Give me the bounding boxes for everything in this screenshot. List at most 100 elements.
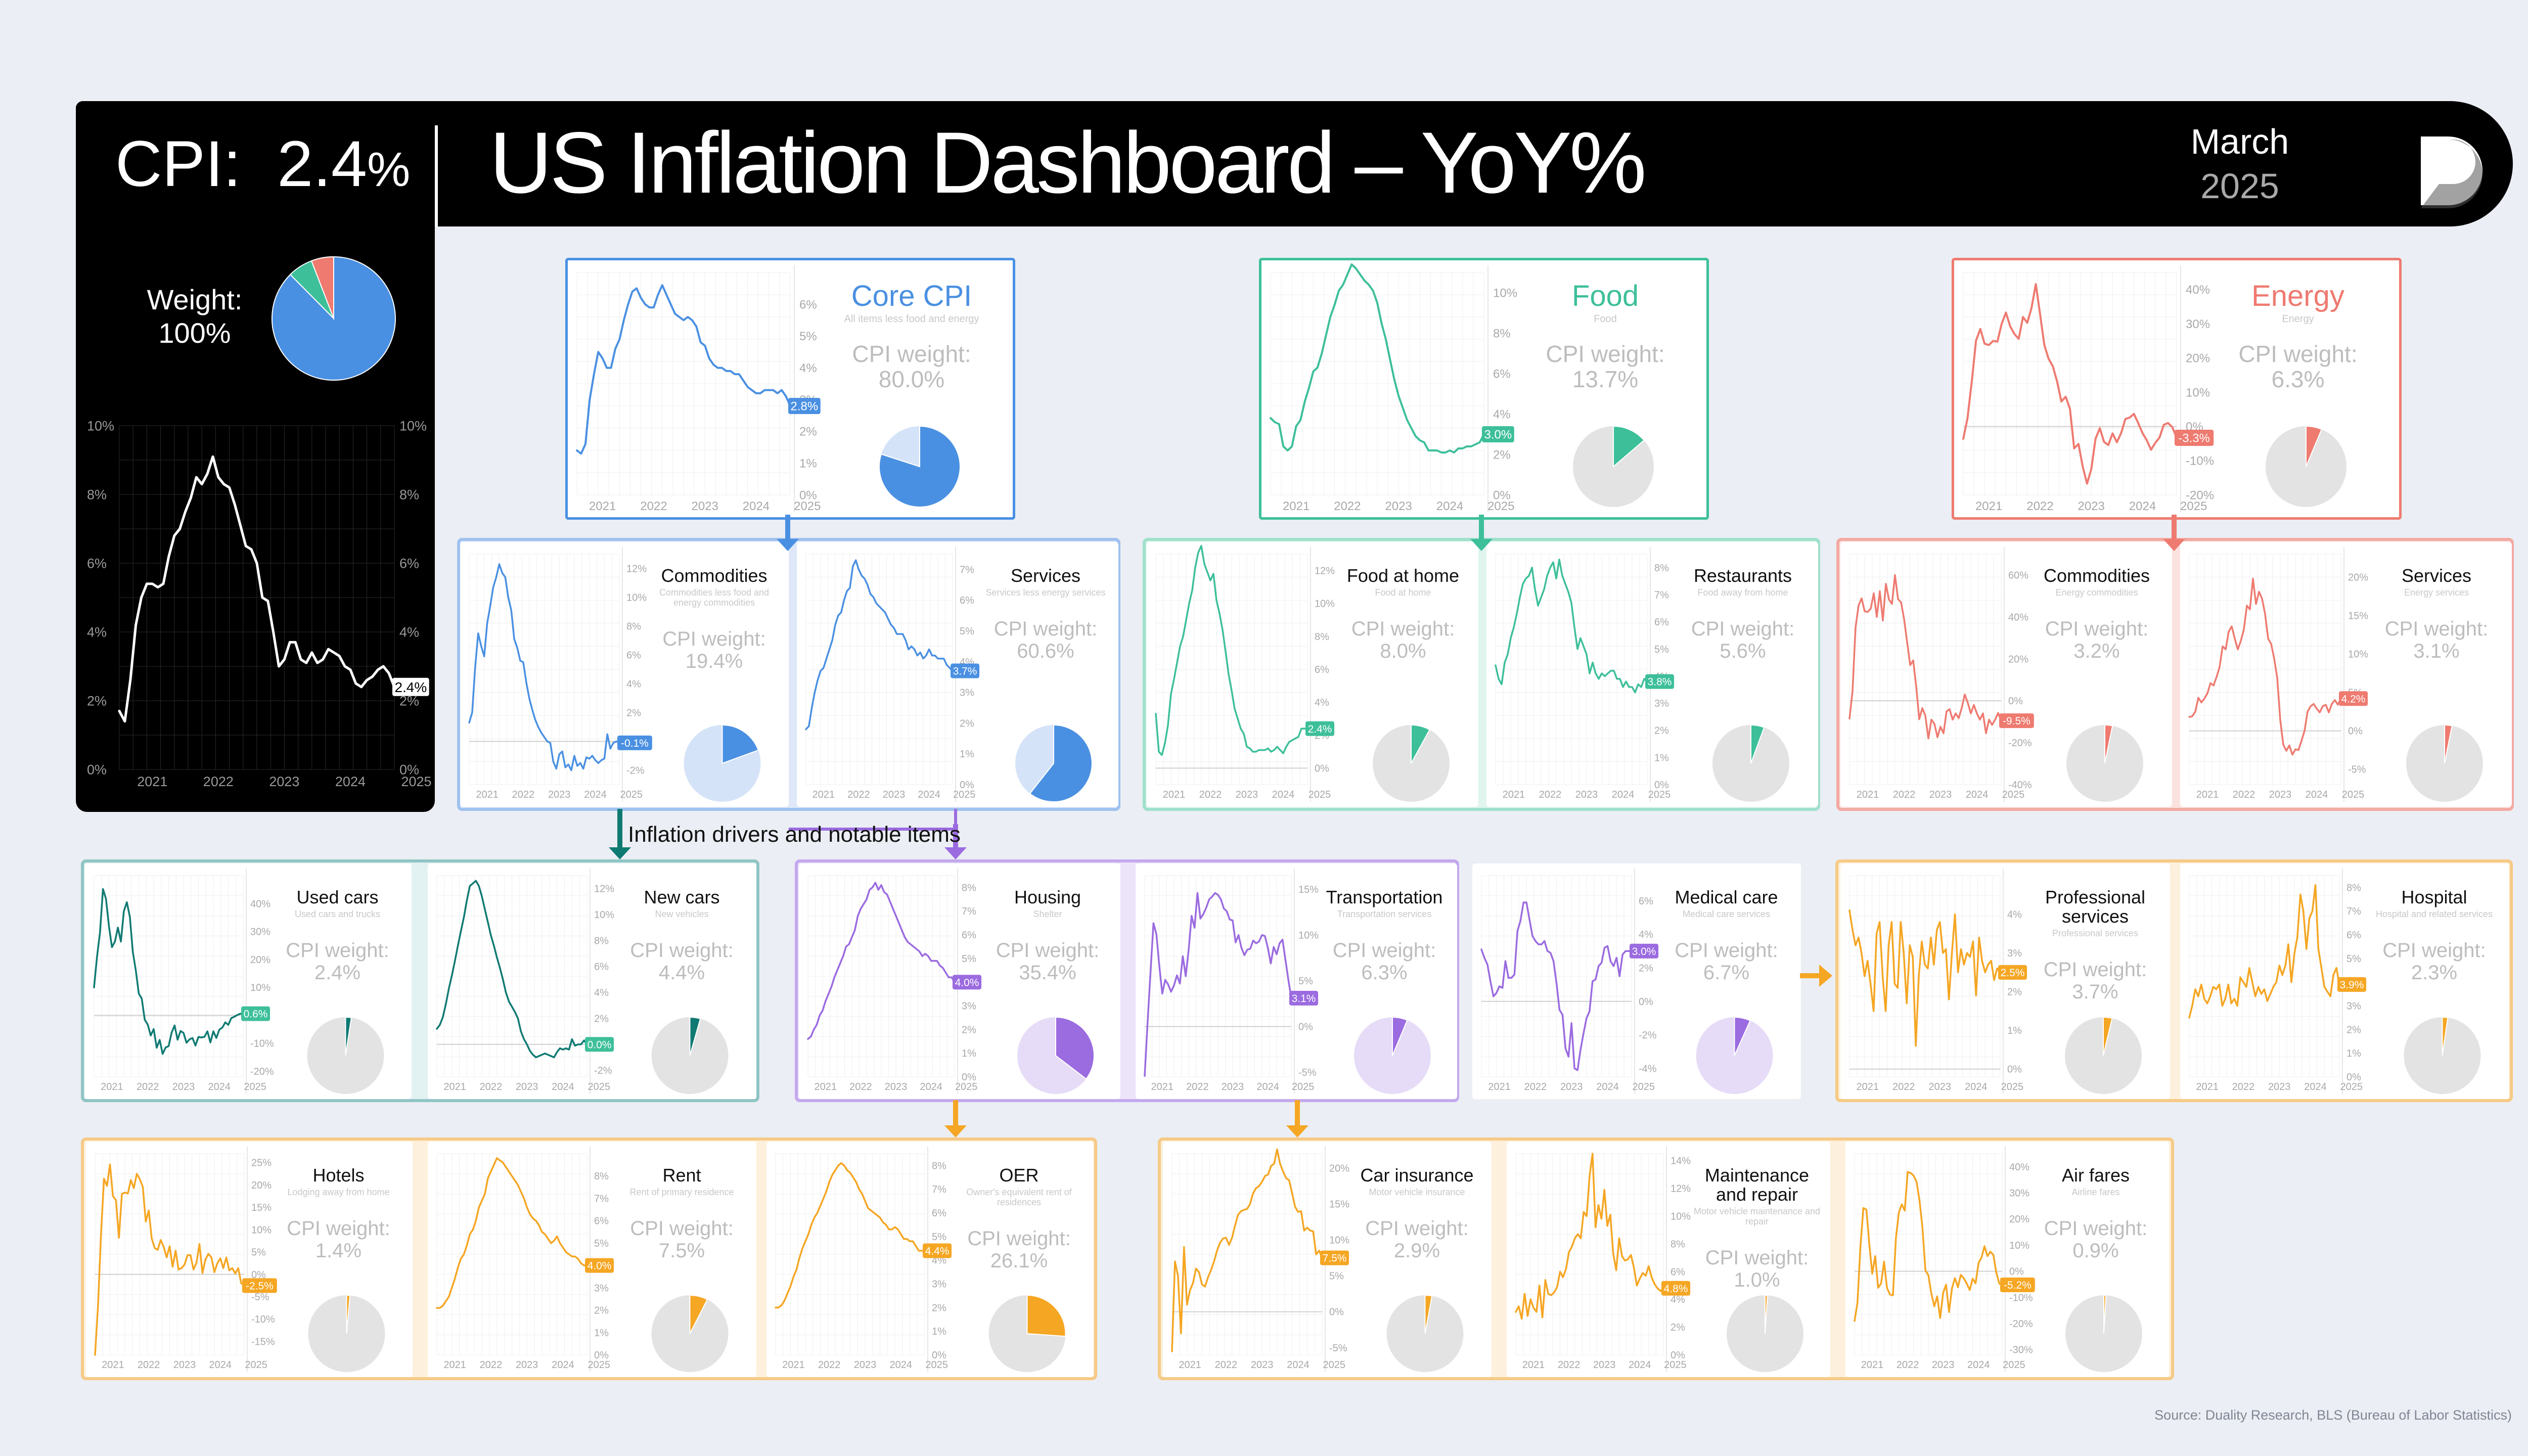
air-fares-22-series-line <box>1854 1171 2003 1322</box>
oer-19-pie-slice <box>1026 1294 1066 1337</box>
energy-3-labels: Energy Energy CPI weight: 6.3% <box>2202 281 2394 392</box>
food-2-x-tick: 2022 <box>1334 499 1361 513</box>
core-cpi-1-weight-label: CPI weight: <box>852 341 971 367</box>
professional-services-15-x-tick: 2022 <box>1892 1081 1915 1093</box>
energy-3-y-tick: 10% <box>2186 386 2210 399</box>
air-fares-22-y-tick: 40% <box>2009 1162 2029 1173</box>
card-hotels-17: -15% -10% -5% 0% 5% 10% 15% 20% 25% 2021 2022 2023 2… <box>86 1142 413 1377</box>
card-professional-services-15: 0% 1% 2% 3% 4% 2021 2022 2023 2024 2025 2.5% Profes… <box>1840 863 2170 1099</box>
new-cars-11-y-tick: -2% <box>594 1065 612 1076</box>
maintenance-and-repair-21-y-tick: 4% <box>1671 1294 1685 1305</box>
professional-services-15-y-tick: 1% <box>2007 1025 2022 1036</box>
hospital-16-last-label-bg <box>2337 977 2367 992</box>
car-insurance-20-weight-label: CPI weight: <box>1365 1217 1469 1240</box>
card-energy-3: -20% -10% 0% 10% 20% 30% 40% 2021 2022 2023 2024 20… <box>1952 258 2402 520</box>
oer-19-last-label-bg <box>923 1243 952 1258</box>
food-2-y-tick: 4% <box>1493 407 1511 421</box>
hospital-16-subtitle: Hospital and related services <box>2375 909 2493 919</box>
transportation-13-x-tick: 2025 <box>1292 1081 1315 1093</box>
new-cars-11-weight-label: CPI weight: <box>630 939 734 962</box>
core-cpi-1-x-tick: 2025 <box>794 499 821 513</box>
restaurants-7-subtitle: Food away from home <box>1697 587 1788 598</box>
energy-3-y-tick: -10% <box>2186 454 2214 468</box>
commodities-4-last-label-bg <box>617 735 652 750</box>
food-2-x-tick: 2021 <box>1283 499 1310 513</box>
new-cars-11-x-tick: 2025 <box>588 1081 611 1093</box>
arrow-transport-head <box>1286 1125 1308 1138</box>
rent-18-y-tick: 3% <box>594 1283 609 1294</box>
air-fares-22-last-label: -5.2% <box>2004 1280 2032 1291</box>
oer-19-y-tick: 3% <box>932 1279 946 1290</box>
restaurants-7-x-tick: 2022 <box>1539 789 1562 800</box>
commodities-4-weight-value: 19.4% <box>685 650 743 672</box>
oer-19-title: OER <box>999 1165 1039 1186</box>
card-used-cars-10: -20%-10%0%10%20%30%40%202120222023202420… <box>85 863 412 1099</box>
energy-3-title: Energy <box>2251 280 2344 312</box>
core-cpi-1-y-tick: 0% <box>799 488 817 502</box>
cpi-last-label: 2.4% <box>394 679 427 695</box>
new-cars-11-y-tick: 4% <box>594 987 609 998</box>
services-5-x-tick: 2022 <box>847 789 870 800</box>
housing-12-x-tick: 2024 <box>920 1081 942 1093</box>
chart-air-fares-22: -30% -20% -10% 0% 10% 20% 30% 40% 2021 2022 2023 20… <box>1854 1147 2142 1372</box>
restaurants-7-y-tick: 0% <box>1654 780 1669 791</box>
services-9-y-tick: 15% <box>2348 611 2368 622</box>
housing-12-x-tick: 2021 <box>815 1081 837 1093</box>
used-cars-10-x-tick: 2025 <box>244 1081 266 1093</box>
card-services-5: 0% 1% 2% 3% 4% 5% 6% 7% 2021 2022 2023 2024 2025 3.7%… <box>797 542 1118 807</box>
medical-care-14-x-tick: 2021 <box>1488 1081 1511 1093</box>
medical-care-14-title: Medical care <box>1675 887 1778 907</box>
transportation-13-x-tick: 2024 <box>1256 1081 1279 1093</box>
oer-19-subtitle: Owner's equivalent rent of residences <box>966 1187 1072 1207</box>
car-insurance-20-title: Car insurance <box>1360 1165 1474 1186</box>
rent-18-y-tick: 6% <box>594 1216 609 1227</box>
air-fares-22-y-tick: 30% <box>2009 1188 2029 1199</box>
food-at-home-6-weight-value: 8.0% <box>1380 640 1426 662</box>
food-2-title: Food <box>1571 280 1639 312</box>
restaurants-7-y-tick: 5% <box>1654 644 1669 655</box>
services-9-y-tick: 10% <box>2348 649 2368 660</box>
used-cars-10-x-tick: 2022 <box>137 1081 159 1093</box>
professional-services-15-x-tick: 2024 <box>1965 1081 1988 1093</box>
energy-3-subtitle: Energy <box>2282 313 2314 325</box>
food-at-home-6-x-tick: 2021 <box>1163 789 1186 800</box>
new-cars-11-y-tick: 6% <box>594 962 609 973</box>
core-cpi-1-y-tick: 6% <box>799 298 817 311</box>
commodities-8-title: Commodities <box>2043 565 2150 586</box>
housing-12-series-line <box>807 882 956 1040</box>
medical-care-14-subtitle: Medical care services <box>1682 909 1771 919</box>
air-fares-22-labels: Air fares Airline fares CPI weight: 0.9% <box>2027 1166 2164 1262</box>
rent-18-y-tick: 0% <box>594 1350 609 1361</box>
transportation-13-series-line <box>1144 892 1292 1077</box>
maintenance-and-repair-21-title: Maintenance and repair <box>1704 1165 1810 1205</box>
core-cpi-1-subtitle: All items less food and energy <box>844 313 979 325</box>
energy-3-y-tick: -20% <box>2186 488 2214 502</box>
card-housing-12: 0%1%2%3%4%5%6%7%8%202120222023202420254.… <box>799 863 1120 1099</box>
chart-oer-19: 0%1%2%3%4%5%6%7%8%2021 2022 2023 2024 20254.… <box>775 1147 1066 1372</box>
cpi-y-tick-left: 0% <box>87 762 107 777</box>
cpi-x-tick: 2025 <box>401 774 431 789</box>
food-at-home-6-y-tick: 4% <box>1315 697 1329 708</box>
hotels-17-last-label-bg <box>242 1278 277 1293</box>
medical-care-14-x-tick: 2024 <box>1596 1081 1619 1093</box>
restaurants-7-last-label: 3.8% <box>1648 676 1672 688</box>
medical-care-14-weight-label: CPI weight: <box>1675 939 1778 962</box>
rent-18-y-tick: 2% <box>594 1305 609 1316</box>
card-food-at-home-6: 0%2%4%6%8%10%12%202120222023202420252.4%… <box>1147 542 1478 807</box>
professional-services-15-series-line <box>1848 909 2001 1047</box>
medical-care-14-y-tick: -2% <box>1639 1030 1657 1041</box>
cpi-weight-value: 100% <box>158 317 231 349</box>
car-insurance-20-labels: Car insurance Motor vehicle insurance CPI … <box>1347 1166 1486 1262</box>
chart-housing-12: 0%1%2%3%4%5%6%7%8%202120222023202420254.… <box>807 869 1095 1094</box>
services-9-subtitle: Energy services <box>2404 587 2469 598</box>
page-title: US Inflation Dashboard – YoY% <box>489 114 1647 211</box>
air-fares-22-y-tick: 20% <box>2009 1214 2029 1225</box>
hotels-17-last-label: -2.5% <box>246 1280 274 1292</box>
services-5-x-tick: 2023 <box>883 789 906 800</box>
commodities-4-y-tick: 12% <box>626 564 647 575</box>
rent-18-last-label-bg <box>585 1258 614 1273</box>
core-cpi-1-last-label: 2.8% <box>791 400 819 414</box>
restaurants-7-pie-slice <box>1750 724 1765 764</box>
services-5-last-label-bg <box>951 663 980 678</box>
food-2-y-tick: 10% <box>1493 286 1517 300</box>
